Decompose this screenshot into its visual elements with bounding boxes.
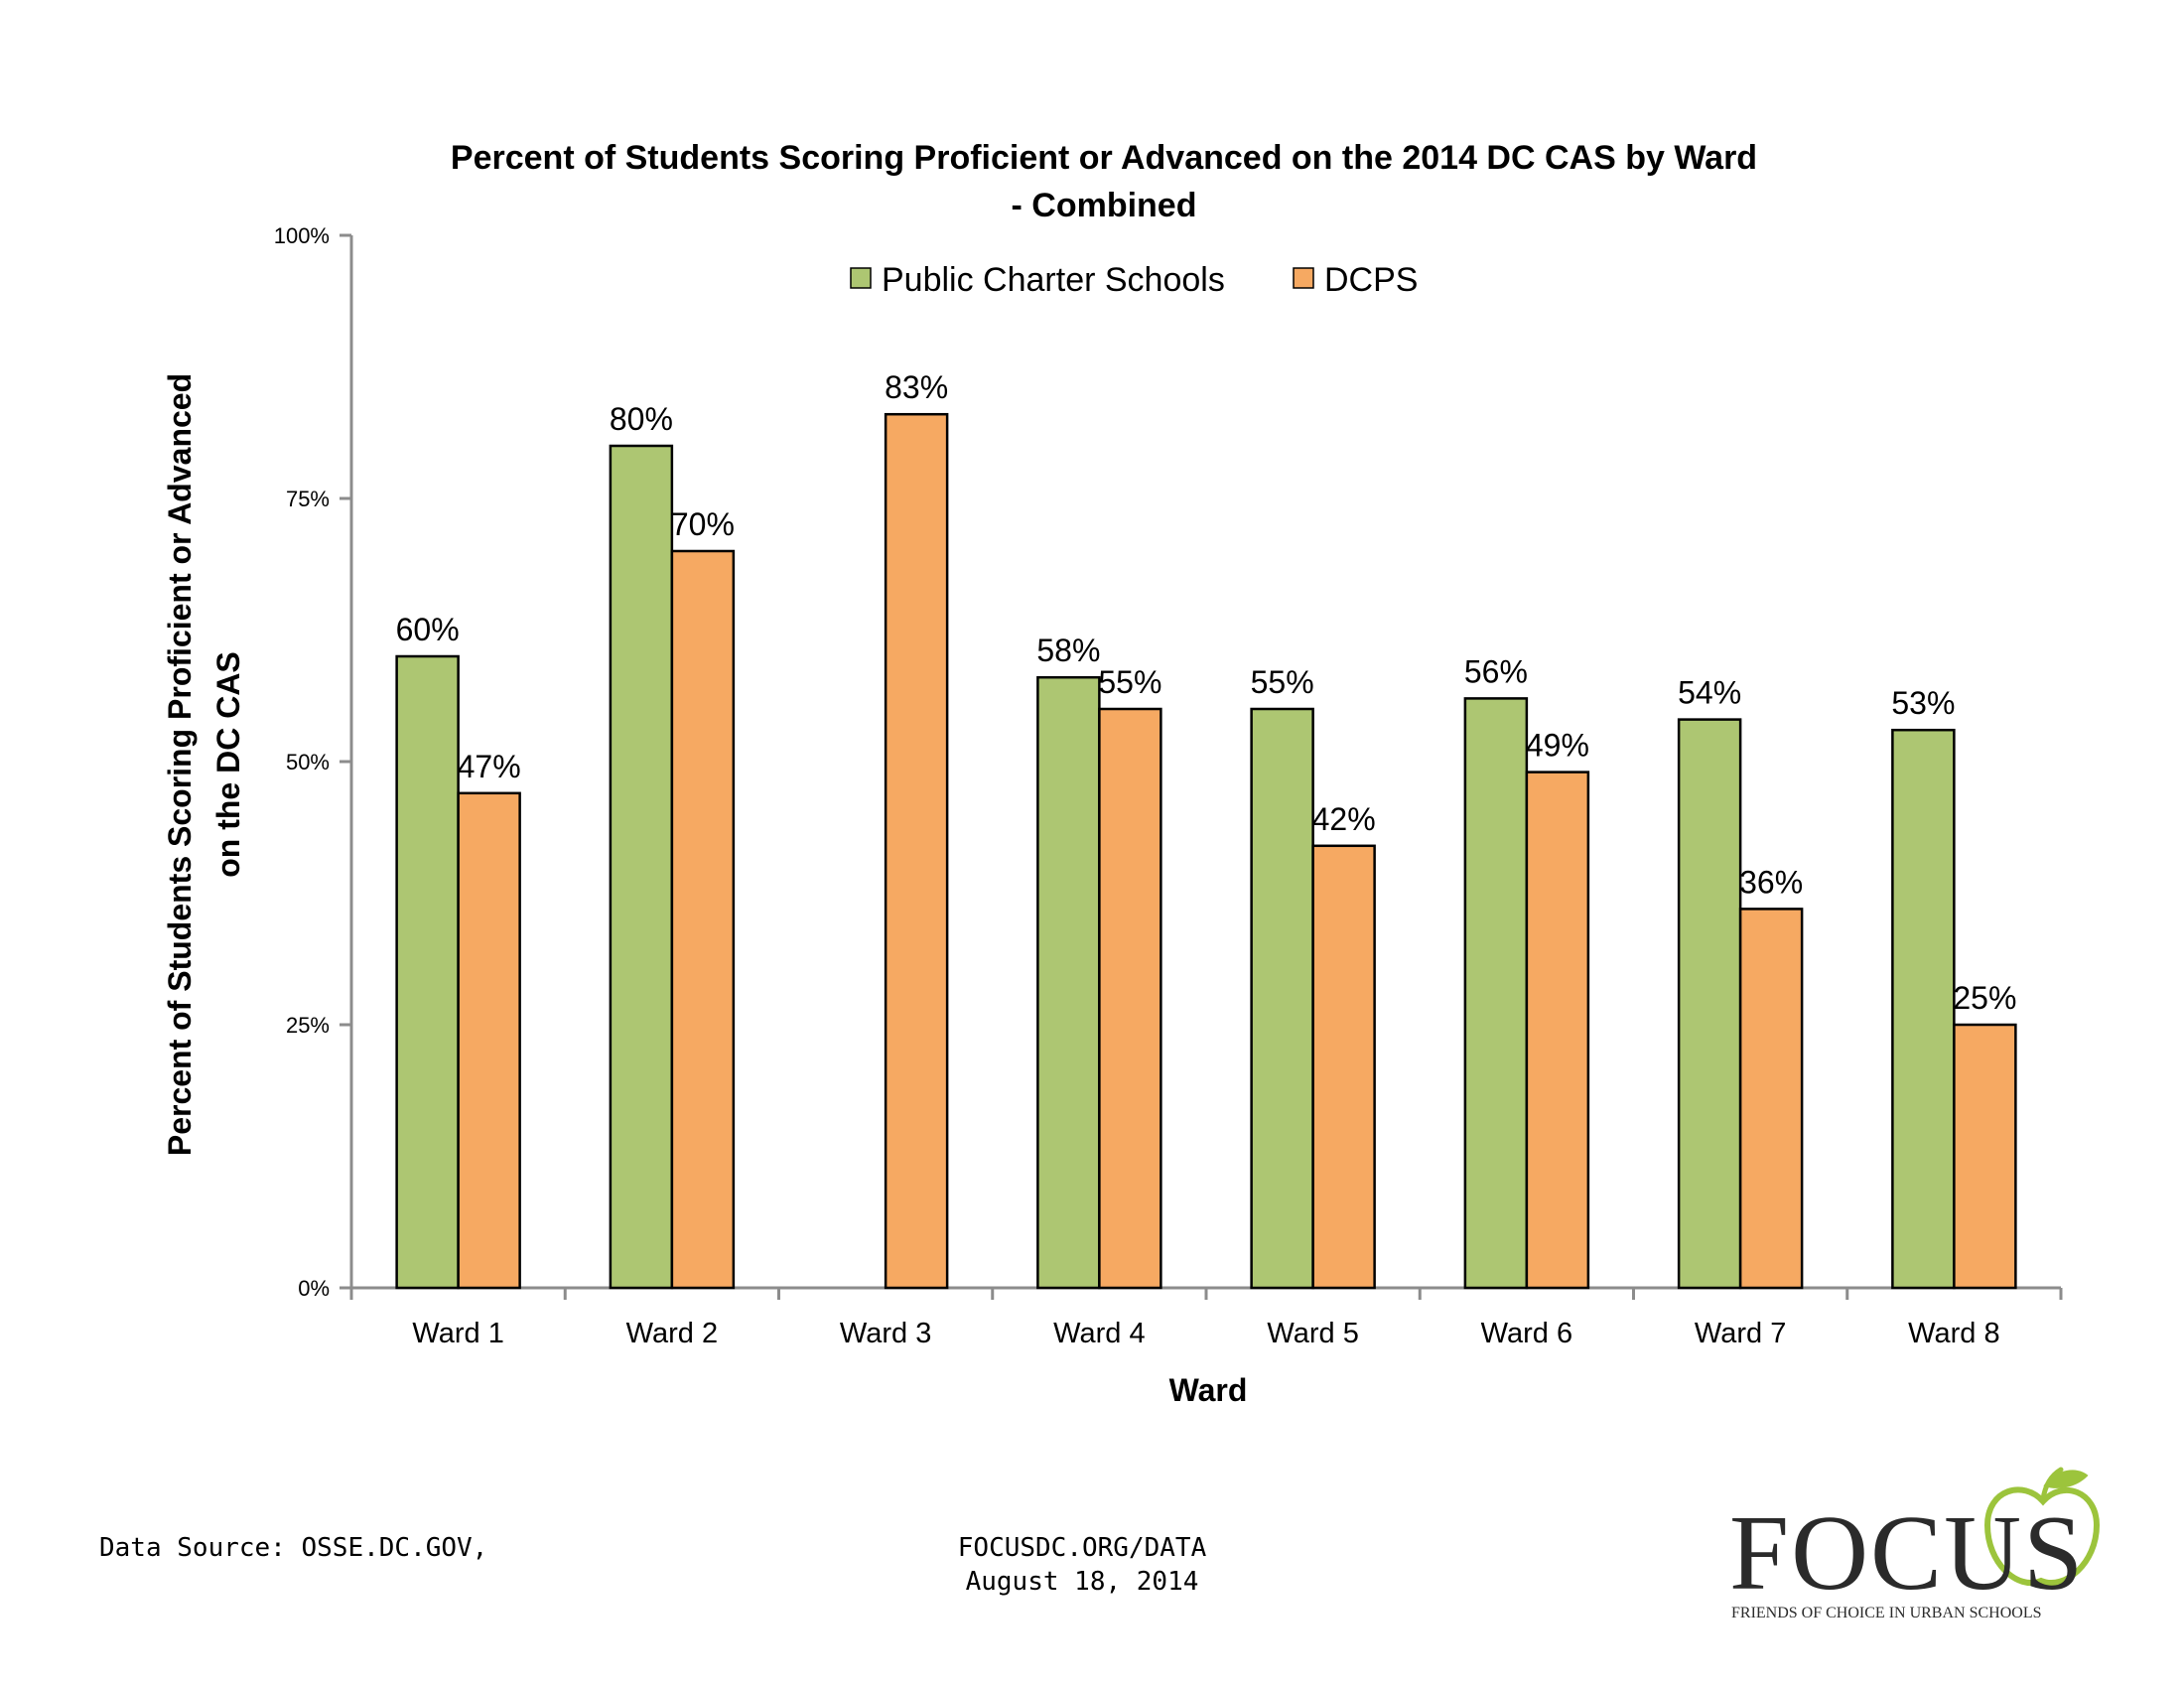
x-tick-label: Ward 3 — [840, 1318, 931, 1349]
axes: 0% 25% 50% 75% 100% Ward 1 Ward 2 Ward 3 Ward 4 W… — [274, 223, 2063, 1349]
x-tick-label: Ward 7 — [1695, 1318, 1786, 1349]
data-label-dcps: 49% — [1526, 728, 1589, 764]
apple-icon — [1983, 1467, 2101, 1586]
data-label-charter: 60% — [396, 612, 460, 647]
bar-dcps — [1098, 707, 1162, 1290]
data-label-dcps: 25% — [1953, 980, 2016, 1016]
bar-charter — [1250, 707, 1314, 1290]
x-tick-label: Ward 1 — [412, 1318, 503, 1349]
bar-charter — [1891, 728, 1956, 1290]
legend-swatch-dcps — [1293, 267, 1314, 289]
data-source-note: Data Source: OSSE.DC.GOV, — [99, 1533, 488, 1563]
chart-title-line1: Percent of Students Scoring Proficient o… — [451, 139, 1757, 177]
bar-charter — [1036, 675, 1101, 1290]
data-label-charter: 55% — [1251, 664, 1314, 700]
footer-center: FOCUSDC.ORG/DATA August 18, 2014 — [874, 1531, 1291, 1599]
footer-site: FOCUSDC.ORG/DATA — [957, 1533, 1207, 1563]
y-tick-label: 100% — [274, 223, 330, 248]
bar-dcps — [457, 791, 521, 1290]
bar-dcps — [1738, 908, 1804, 1290]
bar-dcps — [884, 412, 949, 1290]
legend-swatch-charter — [850, 267, 872, 289]
footer-date: August 18, 2014 — [965, 1567, 1199, 1597]
x-tick-label: Ward 5 — [1267, 1318, 1358, 1349]
logo-tagline: FRIENDS OF CHOICE IN URBAN SCHOOLS — [1731, 1605, 2041, 1621]
data-label-charter: 53% — [1891, 685, 1955, 721]
data-label-charter: 58% — [1036, 633, 1100, 668]
data-label-charter: 80% — [610, 401, 673, 437]
data-label-dcps: 55% — [1098, 664, 1161, 700]
bar-dcps — [670, 549, 736, 1290]
data-label-dcps: 83% — [885, 369, 948, 405]
bar-dcps — [1525, 771, 1590, 1290]
bar-dcps — [1311, 844, 1376, 1290]
y-tick-label: 75% — [286, 487, 330, 511]
legend-label-dcps: DCPS — [1324, 261, 1418, 299]
logo-wordmark: FOCUS — [1729, 1494, 2085, 1613]
y-axis-title: Percent of Students Scoring Proficient o… — [162, 373, 246, 1156]
bars — [395, 412, 2017, 1290]
y-axis-title-line1: Percent of Students Scoring Proficient o… — [162, 373, 198, 1156]
data-label-charter: 56% — [1464, 653, 1528, 689]
chart-title-line2: - Combined — [1012, 187, 1197, 224]
x-tick-label: Ward 2 — [626, 1318, 718, 1349]
legend: Public Charter Schools DCPS — [850, 261, 1418, 299]
y-axis-title-line2: on the DC CAS — [210, 651, 246, 878]
y-tick-label: 50% — [286, 750, 330, 774]
bar-dcps — [1953, 1023, 2017, 1290]
bar-charter — [609, 444, 674, 1290]
x-tick-label: Ward 4 — [1053, 1318, 1145, 1349]
data-label-charter: 54% — [1678, 675, 1741, 711]
legend-label-charter: Public Charter Schools — [882, 261, 1225, 299]
focus-logo: FOCUS FRIENDS OF CHOICE IN URBAN SCHOOLS — [1729, 1467, 2101, 1621]
bar-charter — [1463, 697, 1529, 1290]
bar-charter — [395, 654, 460, 1290]
x-tick-label: Ward 8 — [1908, 1318, 1999, 1349]
x-tick-label: Ward 6 — [1481, 1318, 1572, 1349]
bar-charter — [1677, 718, 1742, 1290]
data-labels: 60%80%58%55% 56%54% 53%47%70%83%55%42%49%3… — [396, 369, 2017, 1016]
data-label-dcps: 42% — [1312, 801, 1376, 837]
x-axis-title: Ward — [1169, 1372, 1248, 1408]
data-label-dcps: 36% — [1739, 864, 1803, 900]
data-label-dcps: 47% — [458, 749, 521, 784]
bar-chart: Percent of Students Scoring Proficient o… — [162, 139, 2063, 1408]
data-label-dcps: 70% — [671, 506, 735, 542]
y-tick-label: 25% — [286, 1013, 330, 1038]
y-tick-label: 0% — [298, 1276, 330, 1301]
